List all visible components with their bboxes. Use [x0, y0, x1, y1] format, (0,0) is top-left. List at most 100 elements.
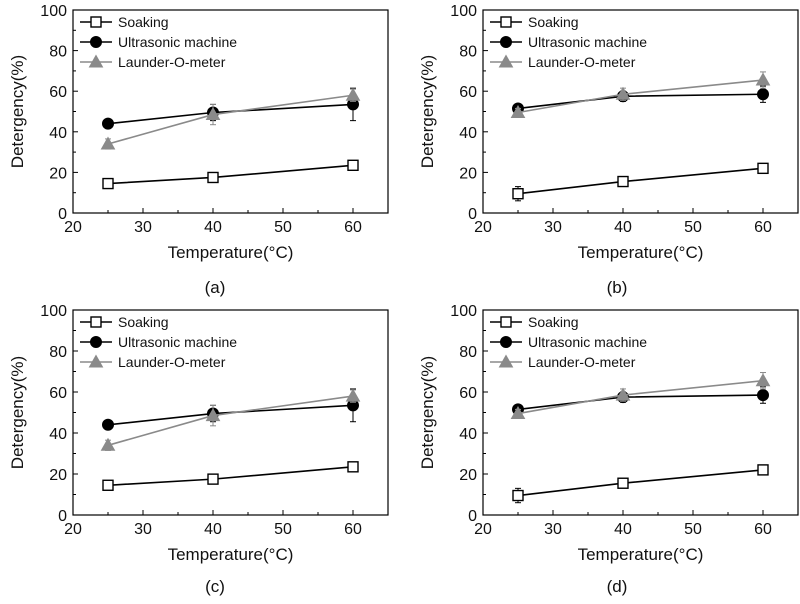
- series-line: [107, 103, 354, 125]
- data-point: [755, 72, 771, 86]
- data-point: [102, 479, 114, 491]
- legend-label: Soaking: [118, 314, 169, 330]
- y-tick-label: 100: [450, 303, 477, 320]
- legend: Soaking Ultrasonic machine Launder-O-meter: [490, 314, 647, 370]
- panel-caption: (c): [205, 577, 225, 596]
- legend-marker: [498, 54, 514, 68]
- x-axis-label: Temperature(°C): [578, 545, 704, 564]
- x-axis-label: Temperature(°C): [168, 243, 294, 262]
- data-point: [512, 489, 524, 502]
- x-tick-label: 60: [344, 521, 362, 538]
- series-soaking: [512, 162, 769, 202]
- chart-panel-c: 20 30 40 50 60020406080100Temperature(°C)Det…: [8, 303, 389, 596]
- y-tick-label: 0: [468, 206, 477, 223]
- legend-marker: [90, 36, 102, 48]
- legend-marker: [90, 336, 102, 348]
- y-tick-label: 0: [468, 508, 477, 525]
- legend-label: Launder-O-meter: [118, 354, 226, 370]
- x-tick-label: 20: [474, 521, 492, 538]
- legend-marker: [500, 336, 512, 348]
- legend-label: Soaking: [528, 314, 579, 330]
- y-tick-label: 20: [459, 467, 477, 484]
- data-point: [755, 373, 771, 387]
- data-point: [757, 162, 769, 175]
- y-tick-label: 40: [459, 426, 477, 443]
- series-ultrasonic-machine: [102, 388, 359, 431]
- panel-caption: (b): [607, 278, 628, 297]
- data-point: [617, 175, 629, 188]
- y-tick-label: 20: [459, 165, 477, 182]
- x-tick-label: 60: [754, 219, 772, 236]
- panel-caption: (d): [607, 577, 628, 596]
- series-ultrasonic-machine: [512, 85, 769, 115]
- data-point: [100, 437, 116, 451]
- y-tick-label: 60: [459, 84, 477, 101]
- legend-label: Launder-O-meter: [118, 54, 226, 70]
- legend-label: Launder-O-meter: [528, 354, 636, 370]
- data-point: [102, 177, 114, 190]
- x-tick-label: 40: [204, 219, 222, 236]
- legend-marker: [500, 316, 512, 328]
- x-tick-label: 50: [684, 219, 702, 236]
- x-tick-label: 60: [754, 521, 772, 538]
- x-tick-label: 50: [274, 521, 292, 538]
- x-tick-label: 30: [544, 521, 562, 538]
- data-point: [617, 477, 629, 489]
- y-tick-label: 20: [49, 467, 67, 484]
- legend-label: Ultrasonic machine: [528, 334, 647, 350]
- legend-marker: [88, 354, 104, 368]
- y-axis-label: Detergency(%): [418, 55, 437, 168]
- series-line: [107, 164, 354, 185]
- data-point: [100, 136, 116, 150]
- data-point: [757, 389, 769, 402]
- y-tick-label: 80: [49, 44, 67, 61]
- legend-label: Ultrasonic machine: [118, 334, 237, 350]
- legend-label: Soaking: [528, 14, 579, 30]
- x-tick-label: 20: [474, 219, 492, 236]
- y-tick-label: 40: [49, 426, 67, 443]
- series-line: [107, 404, 354, 426]
- x-tick-label: 60: [344, 219, 362, 236]
- y-tick-label: 80: [459, 344, 477, 361]
- y-tick-label: 60: [49, 385, 67, 402]
- legend-marker: [90, 16, 102, 28]
- y-tick-label: 40: [49, 125, 67, 142]
- data-point: [615, 86, 631, 100]
- panel-caption: (a): [205, 278, 226, 297]
- data-point: [347, 461, 359, 473]
- y-tick-label: 80: [459, 44, 477, 61]
- x-tick-label: 30: [544, 219, 562, 236]
- series-ultrasonic-machine: [102, 87, 359, 130]
- legend-marker: [90, 316, 102, 328]
- legend-marker: [500, 16, 512, 28]
- series-line: [517, 469, 764, 497]
- series-line: [517, 167, 764, 195]
- x-axis-label: Temperature(°C): [578, 243, 704, 262]
- data-point: [345, 87, 361, 101]
- data-point: [205, 408, 221, 422]
- data-point: [510, 104, 526, 119]
- y-axis-label: Detergency(%): [8, 55, 27, 168]
- series-ultrasonic-machine: [512, 386, 769, 416]
- y-tick-label: 60: [459, 385, 477, 402]
- data-point: [205, 107, 221, 121]
- series-line: [107, 466, 354, 487]
- x-tick-label: 30: [134, 521, 152, 538]
- y-tick-label: 20: [49, 165, 67, 182]
- data-point: [102, 418, 114, 431]
- y-tick-label: 0: [58, 508, 67, 525]
- series-launder-o-meter: [100, 87, 361, 150]
- x-tick-label: 20: [64, 521, 82, 538]
- x-tick-label: 50: [684, 521, 702, 538]
- legend-marker: [88, 54, 104, 68]
- y-tick-label: 80: [49, 344, 67, 361]
- data-point: [345, 388, 361, 402]
- legend-label: Soaking: [118, 14, 169, 30]
- data-point: [757, 464, 769, 476]
- legend: Soaking Ultrasonic machine Launder-O-meter: [490, 14, 647, 70]
- series-soaking: [102, 159, 359, 190]
- x-tick-label: 40: [614, 219, 632, 236]
- y-axis-label: Detergency(%): [418, 356, 437, 469]
